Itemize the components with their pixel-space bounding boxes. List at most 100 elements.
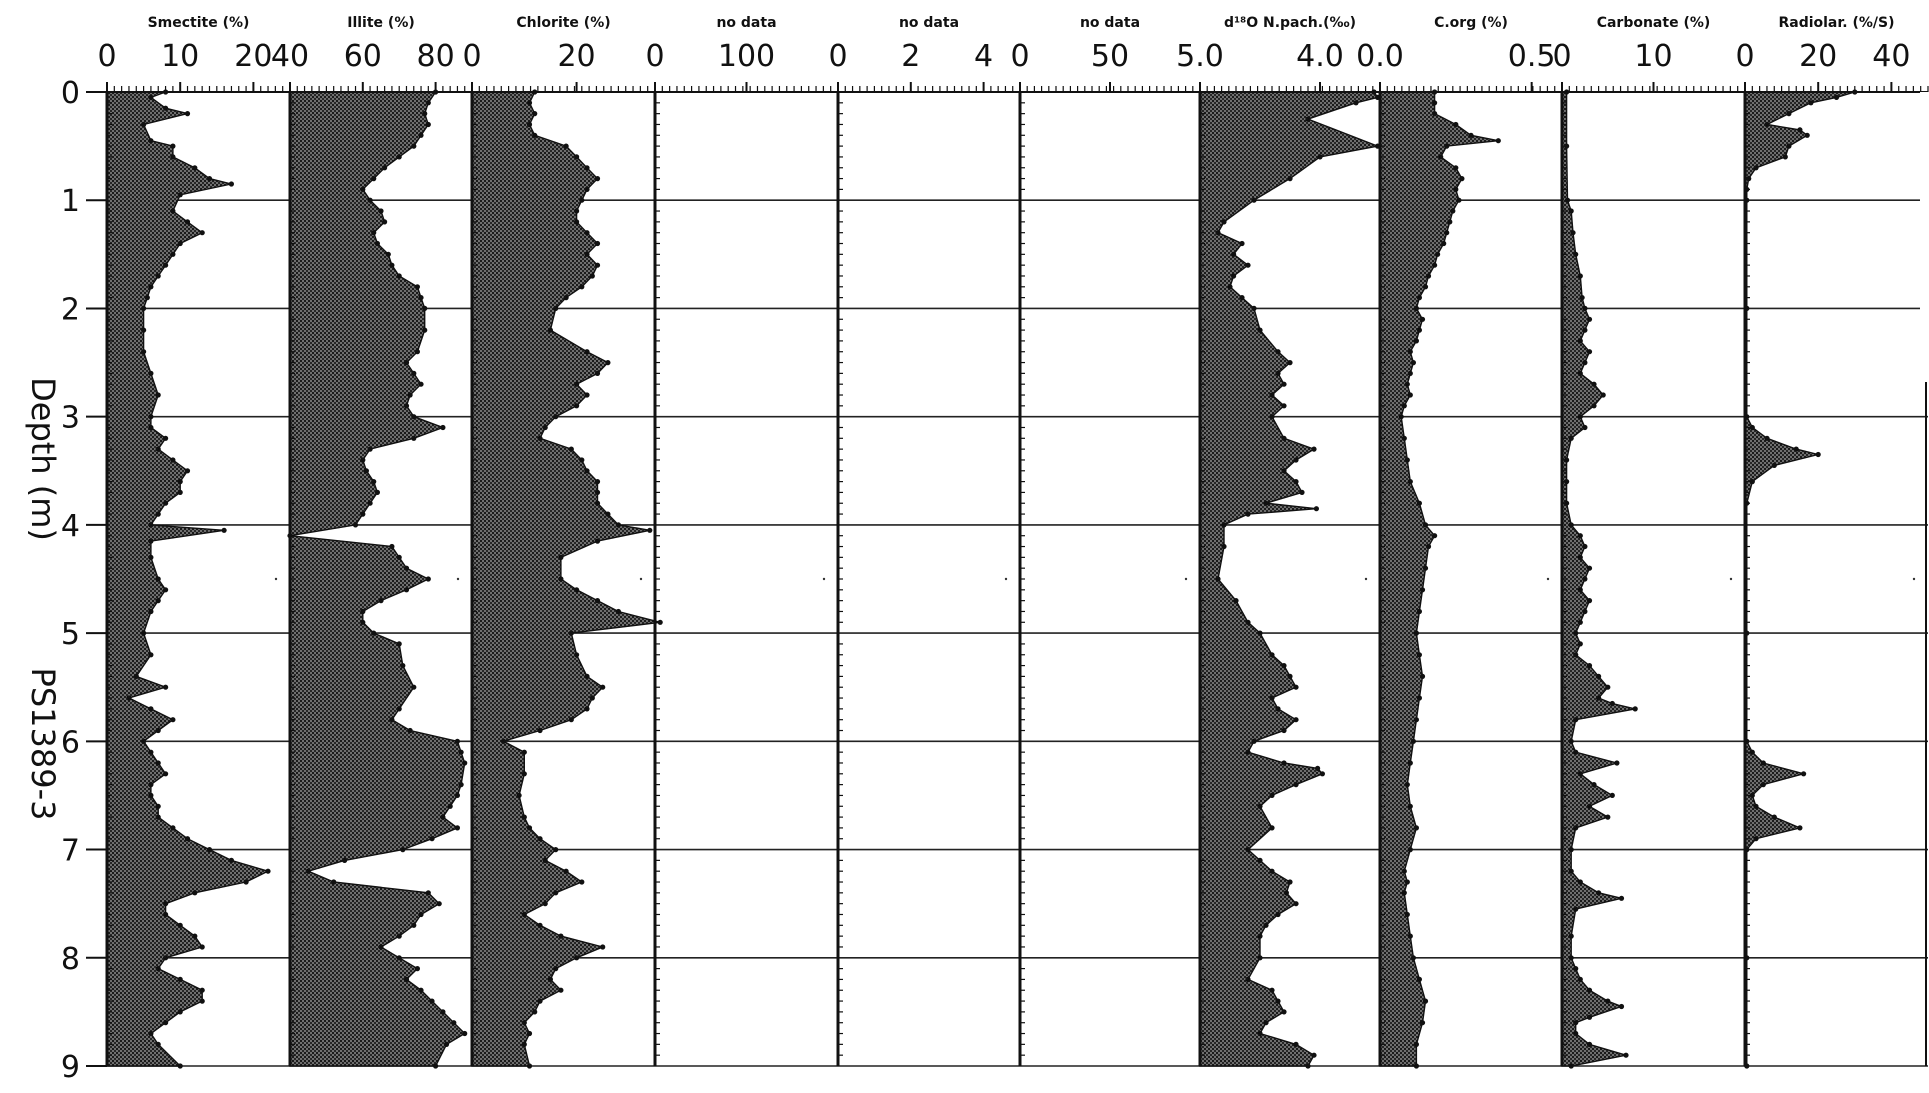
data-point — [462, 760, 468, 766]
data-point — [148, 284, 154, 290]
data-point — [396, 273, 402, 279]
y-tick-label: 4 — [61, 509, 80, 544]
data-point — [360, 511, 366, 517]
data-point — [177, 240, 183, 247]
panel-title: d¹⁸O N.pach.(‰) — [1224, 15, 1356, 31]
area-fill — [1744, 91, 1855, 1067]
data-point — [1311, 1052, 1317, 1058]
data-point — [521, 1041, 527, 1047]
data-point — [155, 803, 161, 809]
data-point — [1416, 695, 1422, 701]
data-point — [360, 619, 366, 625]
x-tick-label: 20 — [557, 39, 595, 74]
data-point — [1432, 111, 1438, 117]
y-tick-label: 2 — [61, 292, 80, 327]
data-point — [1577, 619, 1583, 625]
data-point — [148, 652, 154, 658]
data-point — [163, 955, 169, 961]
data-point — [1586, 598, 1593, 604]
data-point — [163, 684, 169, 690]
data-point — [141, 305, 147, 311]
data-point — [568, 630, 574, 636]
data-point — [1609, 792, 1615, 799]
data-point — [1281, 435, 1287, 441]
data-point — [1808, 100, 1814, 106]
data-point — [1263, 500, 1269, 506]
data-point — [1435, 251, 1441, 257]
data-point — [1257, 955, 1263, 961]
data-point — [1618, 1003, 1625, 1010]
data-point — [440, 424, 446, 431]
data-point — [584, 706, 590, 712]
data-point — [1600, 392, 1606, 398]
data-point — [454, 792, 460, 799]
data-point — [1416, 295, 1422, 301]
data-point — [579, 457, 585, 463]
data-point — [1577, 414, 1583, 420]
data-point — [532, 1009, 538, 1015]
data-point — [1577, 641, 1583, 647]
data-point — [1573, 825, 1579, 831]
data-point — [1287, 673, 1293, 680]
data-point — [1413, 825, 1419, 831]
data-point — [1793, 446, 1799, 452]
data-point — [155, 273, 161, 279]
x-tick-label: 0 — [1552, 39, 1571, 74]
x-tick-label: 0.0 — [1356, 39, 1404, 74]
data-point — [141, 738, 147, 744]
data-point — [1425, 273, 1432, 279]
data-point — [1573, 251, 1579, 257]
data-point — [155, 446, 161, 452]
data-point — [443, 1041, 450, 1047]
data-point — [199, 230, 205, 236]
data-point — [418, 381, 424, 387]
data-point — [141, 349, 147, 355]
data-point — [170, 457, 176, 463]
data-point — [163, 262, 169, 268]
data-point — [1586, 987, 1593, 993]
data-point — [558, 933, 564, 939]
data-point — [155, 576, 161, 582]
data-point — [1582, 327, 1588, 333]
data-point — [155, 392, 161, 398]
data-point — [1353, 100, 1359, 106]
data-point — [155, 511, 161, 517]
panel-title: Smectite (%) — [148, 15, 250, 31]
x-tick-label: 2 — [901, 39, 920, 74]
data-point — [1453, 186, 1459, 192]
data-point — [374, 240, 380, 247]
data-point — [584, 186, 590, 192]
data-point — [1568, 955, 1574, 961]
data-point — [396, 933, 402, 939]
data-point — [371, 479, 377, 485]
data-point — [1404, 381, 1410, 387]
data-point — [1275, 911, 1281, 918]
data-point — [367, 500, 373, 506]
data-point — [1568, 435, 1574, 441]
data-point — [1797, 825, 1803, 831]
data-point — [1582, 608, 1588, 615]
data-point — [657, 619, 663, 625]
data-point — [1401, 868, 1407, 874]
data-point — [1605, 814, 1611, 820]
data-point — [1577, 554, 1583, 561]
data-point — [1596, 695, 1602, 701]
data-point — [148, 792, 154, 799]
data-point — [374, 489, 380, 495]
data-point — [1287, 360, 1293, 366]
data-point — [1413, 338, 1419, 344]
data-point — [1577, 273, 1583, 279]
data-point — [155, 727, 161, 734]
data-point — [1293, 717, 1299, 723]
data-point — [418, 132, 424, 138]
data-point — [1782, 154, 1788, 160]
data-point — [1444, 143, 1450, 149]
y-tick-label: 5 — [61, 617, 80, 652]
x-tick-label: 0 — [1010, 39, 1029, 74]
mis-strip — [1920, 92, 1929, 382]
data-point — [1582, 305, 1588, 311]
data-point — [1614, 760, 1620, 766]
data-point — [1315, 765, 1321, 772]
data-point — [1293, 479, 1299, 485]
